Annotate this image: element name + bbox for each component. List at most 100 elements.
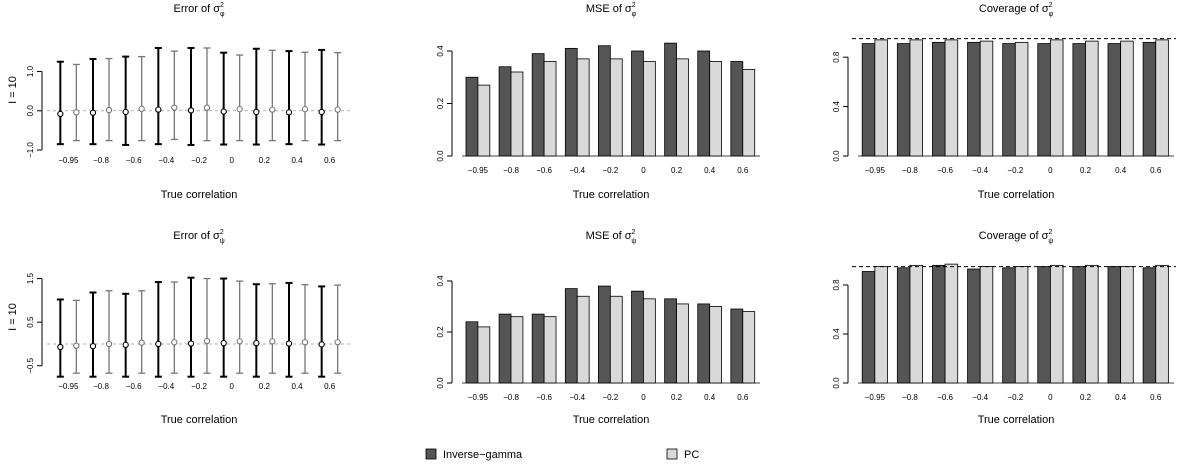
x-axis-label: True correlation: [978, 414, 1055, 426]
y-tick-label: 0.4: [832, 100, 841, 112]
estimate-point-inverse-gamma: [89, 109, 97, 116]
y-tick-label: 0.4: [436, 275, 445, 287]
legend-label-pc: PC: [684, 449, 699, 461]
bar-inverse-gamma: [1142, 267, 1157, 384]
panel-5: MSE of σ2 ψ True correlation 0.0 0.2 0.4 −0.95…: [436, 229, 760, 426]
bar-pc: [510, 71, 524, 157]
x-tick-label: −0.4: [972, 166, 988, 175]
estimate-point-inverse-gamma: [187, 340, 195, 347]
x-tick-label: −0.6: [937, 166, 953, 175]
x-tick-label: 0.2: [259, 382, 271, 391]
x-tick-label: 0.6: [737, 166, 749, 175]
bar-pc: [979, 40, 994, 157]
bar-inverse-gamma: [1002, 43, 1016, 157]
panel-title: Coverage of σ2 ψ: [979, 229, 1054, 245]
legend-swatch-inverse-gamma: [425, 448, 437, 460]
x-tick-label: −0.8: [503, 166, 519, 175]
x-tick-label: −0.2: [1007, 393, 1023, 402]
x-tick-label: −0.2: [602, 166, 618, 175]
bar-inverse-gamma: [896, 43, 911, 157]
panel-2: MSE of σ2 φ True correlation 0.0 0.2 0.4 −0.95…: [436, 2, 760, 201]
row-label-top: I = 10: [7, 76, 19, 104]
bar-pc: [543, 316, 557, 384]
bar-inverse-gamma: [932, 41, 946, 157]
bar-pc: [643, 61, 656, 157]
bar-pc: [609, 58, 623, 157]
estimate-point-inverse-gamma: [57, 110, 64, 118]
bar-pc: [609, 295, 623, 384]
estimate-point-inverse-gamma: [187, 107, 195, 114]
bar-pc: [576, 58, 590, 157]
y-tick-label: 1.0: [26, 65, 35, 77]
estimate-point-inverse-gamma: [89, 343, 97, 350]
x-tick-label: −0.2: [602, 393, 618, 402]
bar-inverse-gamma: [896, 267, 911, 384]
bar-inverse-gamma: [1107, 266, 1122, 384]
estimate-point-inverse-gamma: [253, 339, 260, 347]
estimate-point-pc: [171, 104, 178, 111]
bar-pc: [1085, 40, 1099, 157]
x-tick-label: 0.4: [704, 393, 716, 402]
bar-inverse-gamma: [631, 50, 644, 157]
estimate-point-pc: [236, 338, 243, 345]
y-tick-label: 0.4: [436, 45, 445, 57]
estimate-point-pc: [138, 339, 145, 346]
estimate-point-inverse-gamma: [318, 108, 325, 116]
bar-inverse-gamma: [932, 264, 946, 384]
bar-pc: [874, 39, 888, 157]
bar-inverse-gamma: [861, 43, 876, 157]
legend: Inverse−gamma PC: [425, 448, 699, 461]
x-tick-label: 0.2: [1080, 393, 1092, 402]
x-tick-label: 0.6: [737, 393, 749, 402]
y-tick-label: 0.0: [832, 377, 841, 389]
estimate-point-pc: [203, 104, 211, 111]
panel-title: Error of σ2 φ: [174, 2, 225, 18]
bar-inverse-gamma: [730, 308, 744, 384]
panel-title: MSE of σ2 ψ: [586, 229, 637, 245]
x-tick-label: −0.4: [158, 382, 174, 391]
x-axis-label: True correlation: [978, 189, 1055, 201]
bar-inverse-gamma: [967, 268, 981, 384]
panels-layer: Error of σ2 φ True correlation −1.0 0.0 1.0 −0…: [26, 2, 1176, 426]
y-tick-label: −1.0: [26, 142, 35, 158]
y-tick-label: 0.2: [436, 97, 445, 109]
panel-title: Coverage of σ2 φ: [979, 2, 1054, 18]
y-tick-label: 0.4: [832, 328, 841, 340]
estimate-point-inverse-gamma: [57, 343, 64, 351]
bar-pc: [1155, 39, 1169, 157]
panel-1: Error of σ2 φ True correlation −1.0 0.0 1.0 −0…: [26, 2, 351, 201]
x-tick-label: 0.2: [671, 166, 683, 175]
x-tick-label: 0.6: [324, 156, 336, 165]
bar-inverse-gamma: [631, 290, 644, 384]
bar-inverse-gamma: [967, 41, 981, 157]
x-tick-label: 0: [229, 382, 234, 391]
x-tick-label: −0.95: [468, 166, 489, 175]
x-tick-label: −0.6: [536, 393, 552, 402]
bar-pc: [510, 316, 524, 384]
x-tick-label: −0.95: [865, 166, 886, 175]
y-tick-label: 1.5: [26, 272, 35, 284]
panel-6: Coverage of σ2 ψ True correlation 0.0 0.4 0.8…: [832, 229, 1176, 426]
bar-inverse-gamma: [498, 66, 512, 157]
bar-inverse-gamma: [564, 288, 578, 384]
bar-inverse-gamma: [1142, 41, 1157, 157]
estimate-point-pc: [269, 338, 276, 345]
y-tick-label: 0.0: [26, 105, 35, 117]
bar-inverse-gamma: [531, 313, 545, 384]
estimate-point-pc: [203, 337, 211, 345]
estimate-point-inverse-gamma: [155, 106, 162, 113]
bar-pc: [909, 39, 924, 157]
x-tick-label: −0.4: [158, 156, 174, 165]
y-tick-label: 0.5: [26, 316, 35, 328]
bar-inverse-gamma: [697, 50, 711, 157]
bar-pc: [1050, 264, 1064, 384]
bar-pc: [1155, 264, 1169, 384]
row-label-bottom: I = 10: [7, 303, 19, 331]
x-tick-label: −0.95: [58, 156, 79, 165]
estimate-point-pc: [334, 106, 341, 113]
bar-inverse-gamma: [1107, 43, 1122, 157]
x-tick-label: 0.6: [1150, 166, 1162, 175]
bar-pc: [1120, 266, 1134, 384]
x-tick-label: 0: [229, 156, 234, 165]
